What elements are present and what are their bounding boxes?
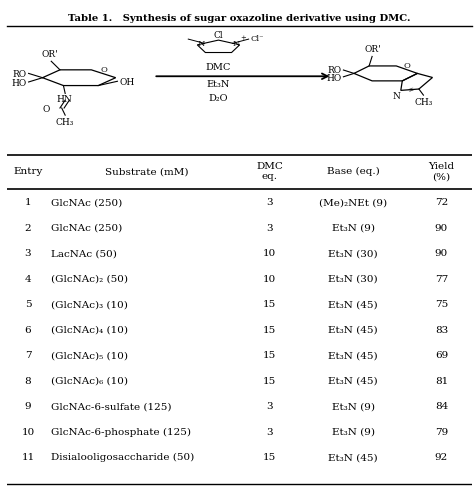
Text: Table 1.   Synthesis of sugar oxazoline derivative using DMC.: Table 1. Synthesis of sugar oxazoline de… — [68, 14, 410, 23]
Text: 15: 15 — [263, 452, 276, 461]
Text: HO: HO — [11, 79, 27, 88]
Text: N: N — [197, 41, 205, 48]
Text: 69: 69 — [435, 350, 448, 360]
Text: Et₃N (45): Et₃N (45) — [328, 325, 378, 334]
Text: Et₃N (30): Et₃N (30) — [328, 274, 378, 283]
Text: CH₃: CH₃ — [415, 98, 433, 106]
Text: 84: 84 — [435, 402, 448, 410]
Text: 2: 2 — [25, 224, 31, 232]
Text: 1: 1 — [25, 198, 31, 207]
Text: GlcNAc (250): GlcNAc (250) — [51, 224, 122, 232]
Text: Et₃N (9): Et₃N (9) — [332, 402, 374, 410]
Text: 81: 81 — [435, 376, 448, 385]
Text: (Me)₂NEt (9): (Me)₂NEt (9) — [319, 198, 387, 207]
Text: O: O — [101, 66, 108, 74]
Text: Et₃N (45): Et₃N (45) — [328, 452, 378, 461]
Text: 11: 11 — [21, 452, 35, 461]
Text: LacNAc (50): LacNAc (50) — [51, 249, 117, 258]
Text: DMC: DMC — [206, 62, 231, 72]
Text: (GlcNAc)₃ (10): (GlcNAc)₃ (10) — [51, 300, 128, 309]
Text: 4: 4 — [25, 274, 31, 283]
Text: Et₃N (45): Et₃N (45) — [328, 376, 378, 385]
Text: HN: HN — [56, 95, 72, 104]
Text: Et₃N (45): Et₃N (45) — [328, 350, 378, 360]
Text: RO: RO — [328, 66, 342, 75]
Text: 10: 10 — [263, 274, 276, 283]
Text: CH₃: CH₃ — [56, 118, 74, 127]
Text: 90: 90 — [435, 224, 448, 232]
Text: (GlcNAc)₂ (50): (GlcNAc)₂ (50) — [51, 274, 128, 283]
Text: OR': OR' — [41, 50, 58, 59]
Text: DMC
eq.: DMC eq. — [256, 162, 283, 181]
Text: OR': OR' — [365, 45, 381, 54]
Text: Cl⁻: Cl⁻ — [251, 35, 264, 43]
Text: 7: 7 — [25, 350, 31, 360]
Text: HO: HO — [327, 74, 342, 82]
Text: 75: 75 — [435, 300, 448, 309]
Text: 77: 77 — [435, 274, 448, 283]
Text: Entry: Entry — [13, 167, 43, 176]
Text: OH: OH — [119, 78, 135, 87]
Text: 3: 3 — [266, 224, 273, 232]
Text: Et₃N (30): Et₃N (30) — [328, 249, 378, 258]
Text: GlcNAc-6-sulfate (125): GlcNAc-6-sulfate (125) — [51, 402, 172, 410]
Text: 3: 3 — [266, 198, 273, 207]
Text: 15: 15 — [263, 325, 276, 334]
Text: (GlcNAc)₅ (10): (GlcNAc)₅ (10) — [51, 350, 128, 360]
Text: GlcNAc (250): GlcNAc (250) — [51, 198, 122, 207]
Text: O: O — [42, 104, 49, 113]
Text: 90: 90 — [435, 249, 448, 258]
Text: D₂O: D₂O — [209, 94, 228, 103]
Text: O: O — [403, 62, 410, 70]
Text: RO: RO — [13, 70, 27, 79]
Text: 15: 15 — [263, 350, 276, 360]
Text: (GlcNAc)₆ (10): (GlcNAc)₆ (10) — [51, 376, 128, 385]
Text: 3: 3 — [25, 249, 31, 258]
Text: Yield
(%): Yield (%) — [428, 162, 455, 181]
Text: 15: 15 — [263, 376, 276, 385]
Text: 10: 10 — [263, 249, 276, 258]
Text: 3: 3 — [266, 402, 273, 410]
Text: (GlcNAc)₄ (10): (GlcNAc)₄ (10) — [51, 325, 128, 334]
Text: 72: 72 — [435, 198, 448, 207]
Text: N: N — [232, 41, 240, 48]
Text: 83: 83 — [435, 325, 448, 334]
Text: Et₃N (9): Et₃N (9) — [332, 427, 374, 436]
Text: GlcNAc-6-phosphate (125): GlcNAc-6-phosphate (125) — [51, 427, 191, 436]
Text: Et₃N (45): Et₃N (45) — [328, 300, 378, 309]
Text: Cl: Cl — [214, 31, 223, 40]
Text: Base (eq.): Base (eq.) — [327, 167, 380, 176]
Text: Et₃N: Et₃N — [207, 80, 230, 89]
Text: 15: 15 — [263, 300, 276, 309]
Text: 3: 3 — [266, 427, 273, 436]
Text: Et₃N (9): Et₃N (9) — [332, 224, 374, 232]
Text: +: + — [240, 34, 246, 42]
Text: 5: 5 — [25, 300, 31, 309]
Text: 79: 79 — [435, 427, 448, 436]
Text: Disialooligosaccharide (50): Disialooligosaccharide (50) — [51, 452, 194, 461]
Text: Substrate (mM): Substrate (mM) — [105, 167, 188, 176]
Text: 9: 9 — [25, 402, 31, 410]
Text: N: N — [392, 92, 400, 101]
Text: 8: 8 — [25, 376, 31, 385]
Text: =: = — [406, 85, 415, 95]
Text: 10: 10 — [21, 427, 35, 436]
Text: 92: 92 — [435, 452, 448, 461]
Text: 6: 6 — [25, 325, 31, 334]
